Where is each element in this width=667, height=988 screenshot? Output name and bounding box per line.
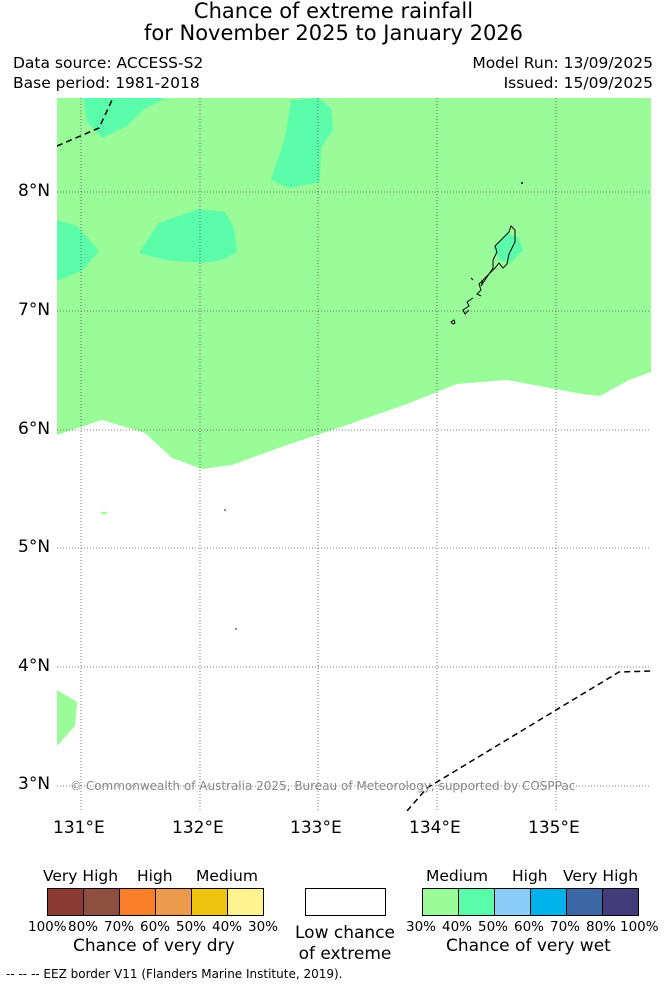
data-source: Data source: ACCESS-S2 [13,54,204,72]
medium-wet-patch-small [101,511,107,515]
medium-wet-patch-south-west [57,690,77,746]
dry-pct-100: 100% [28,919,67,935]
islet-2 [224,509,226,511]
map-panel [57,98,651,811]
lat-tick-5: 5°N [18,537,51,557]
islet-1 [521,182,523,184]
dry-colorbar [47,888,264,916]
model-run: Model Run: 13/09/2025 [472,54,653,72]
dry-swatch-3 [120,889,156,915]
map-title: Chance of extreme rainfall for November … [0,0,667,44]
lon-tick-131: 131°E [53,818,105,838]
dry-swatch-1 [48,889,84,915]
wet-label-very-high: Very High [563,867,639,885]
dry-label-very-high: Very High [43,867,119,885]
graticule [57,98,651,811]
wet-label-medium: Medium [426,867,488,885]
title-line-2: for November 2025 to January 2026 [143,21,524,45]
dry-swatch-4 [156,889,192,915]
lon-tick-132: 132°E [172,818,224,838]
issued-date: Issued: 15/09/2025 [503,74,653,92]
base-period: Base period: 1981-2018 [13,74,200,92]
wet-pct-80: 80% [586,919,617,935]
wet-swatch-3 [495,889,531,915]
low-chance-line-2: of extreme [298,944,392,964]
lon-tick-134: 134°E [409,818,461,838]
wet-pct-70: 70% [550,919,581,935]
low-chance-line-1: Low chance [295,923,395,943]
eez-footnote: -- -- -- EEZ border V11 (Flanders Marine… [6,967,343,981]
islet-3 [235,628,237,630]
dry-pct-60: 60% [140,919,171,935]
wet-swatch-4 [531,889,567,915]
wet-swatch-6 [603,889,638,915]
medium-high-wet-patch-1 [83,98,165,138]
wet-label-high: High [512,867,548,885]
wet-pct-50: 50% [478,919,509,935]
dry-pct-50: 50% [176,919,207,935]
wet-pct-100: 100% [620,919,659,935]
lat-tick-6: 6°N [18,419,51,439]
lat-tick-7: 7°N [18,300,51,320]
medium-high-wet-patch-3 [57,220,99,281]
dry-pct-70: 70% [104,919,135,935]
lon-tick-135: 135°E [528,818,580,838]
dry-pct-80: 80% [68,919,99,935]
medium-wet-region [57,98,651,469]
medium-high-wet-patch-2 [271,98,333,188]
dry-label-medium: Medium [196,867,258,885]
low-chance-label: Low chance of extreme [280,923,410,965]
lat-tick-8: 8°N [18,181,51,201]
dry-swatch-2 [84,889,120,915]
lat-tick-4: 4°N [18,656,51,676]
palau-coastline [450,225,516,325]
wet-pct-40: 40% [442,919,473,935]
medium-high-wet-patch-4 [139,209,237,263]
wet-swatch-5 [567,889,603,915]
dry-legend-title: Chance of very dry [73,936,235,956]
wet-pct-30: 30% [406,919,437,935]
dry-pct-40: 40% [212,919,243,935]
lat-tick-3: 3°N [18,774,51,794]
eez-border [57,98,651,811]
wet-legend-title: Chance of very wet [446,936,611,956]
wet-colorbar [422,888,639,916]
dry-swatch-5 [192,889,228,915]
dry-swatch-6 [228,889,263,915]
wet-pct-60: 60% [514,919,545,935]
low-chance-swatch [305,888,386,916]
wet-swatch-1 [423,889,459,915]
copyright-notice: © Commonwealth of Australia 2025, Bureau… [70,779,576,793]
dry-pct-30: 30% [248,919,279,935]
title-line-1: Chance of extreme rainfall [193,0,474,23]
lon-tick-133: 133°E [290,818,342,838]
wet-swatch-2 [459,889,495,915]
dry-label-high: High [137,867,173,885]
